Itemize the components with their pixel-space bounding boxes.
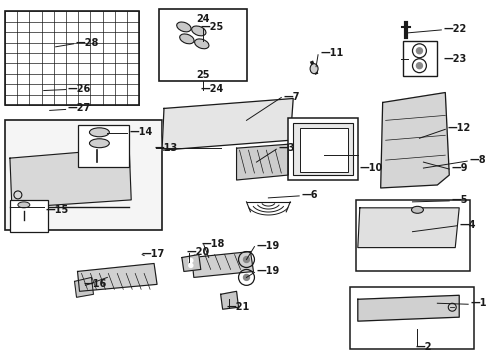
Polygon shape [162, 99, 293, 150]
Polygon shape [182, 255, 201, 271]
Text: —3: —3 [278, 143, 294, 153]
Text: —14: —14 [129, 127, 152, 137]
Ellipse shape [89, 139, 109, 148]
Text: —15: —15 [46, 205, 69, 215]
Text: —19: —19 [256, 240, 279, 251]
Polygon shape [236, 144, 287, 180]
Text: —19: —19 [256, 266, 279, 276]
Ellipse shape [194, 39, 208, 49]
Text: —21: —21 [226, 302, 249, 312]
Ellipse shape [309, 64, 317, 74]
Text: —13: —13 [154, 143, 177, 153]
Bar [402, 41, 436, 76]
Text: —8: —8 [468, 155, 485, 165]
Bar [78, 125, 129, 167]
Ellipse shape [191, 26, 205, 36]
Text: 24: 24 [196, 14, 209, 24]
Circle shape [243, 274, 249, 280]
Text: —20: —20 [186, 247, 210, 257]
Polygon shape [357, 295, 458, 321]
Text: —5: —5 [450, 195, 467, 205]
Circle shape [416, 48, 422, 54]
Ellipse shape [176, 22, 191, 32]
Text: —24: —24 [201, 84, 224, 94]
Text: —25: —25 [201, 22, 224, 32]
Ellipse shape [89, 128, 109, 137]
Polygon shape [220, 291, 238, 309]
Bar [355, 200, 469, 271]
Bar [293, 123, 352, 175]
Text: —9: —9 [450, 163, 467, 173]
Text: —16: —16 [83, 279, 106, 289]
Ellipse shape [411, 206, 423, 213]
Bar [5, 11, 139, 105]
Text: —22: —22 [443, 24, 466, 34]
Circle shape [243, 257, 249, 262]
Bar [159, 9, 246, 81]
Text: —11: —11 [320, 48, 343, 58]
Text: 25: 25 [196, 69, 209, 80]
Circle shape [188, 258, 192, 262]
Text: —23: —23 [443, 54, 466, 64]
Polygon shape [78, 264, 157, 291]
Polygon shape [380, 93, 448, 188]
Circle shape [188, 264, 192, 267]
Text: —12: —12 [447, 123, 469, 133]
Text: —26: —26 [67, 84, 91, 94]
Text: —6: —6 [301, 190, 317, 200]
Text: —10: —10 [359, 163, 382, 173]
Text: —7: —7 [283, 91, 299, 102]
Text: —4: —4 [458, 220, 475, 230]
Text: —2: —2 [415, 342, 431, 352]
Polygon shape [191, 252, 253, 278]
Text: —27: —27 [67, 103, 91, 113]
Circle shape [416, 63, 422, 69]
Bar [349, 287, 473, 349]
Ellipse shape [179, 34, 194, 44]
Polygon shape [10, 148, 131, 208]
Text: —1: —1 [469, 298, 486, 308]
Bar [300, 128, 347, 172]
Polygon shape [357, 208, 458, 248]
Text: —17: —17 [141, 248, 164, 258]
Bar [10, 200, 48, 232]
Polygon shape [74, 278, 93, 297]
Ellipse shape [18, 202, 30, 208]
Bar [5, 120, 162, 230]
Bar [287, 118, 357, 180]
Text: —28: —28 [75, 38, 99, 48]
Text: —18: —18 [202, 239, 224, 249]
